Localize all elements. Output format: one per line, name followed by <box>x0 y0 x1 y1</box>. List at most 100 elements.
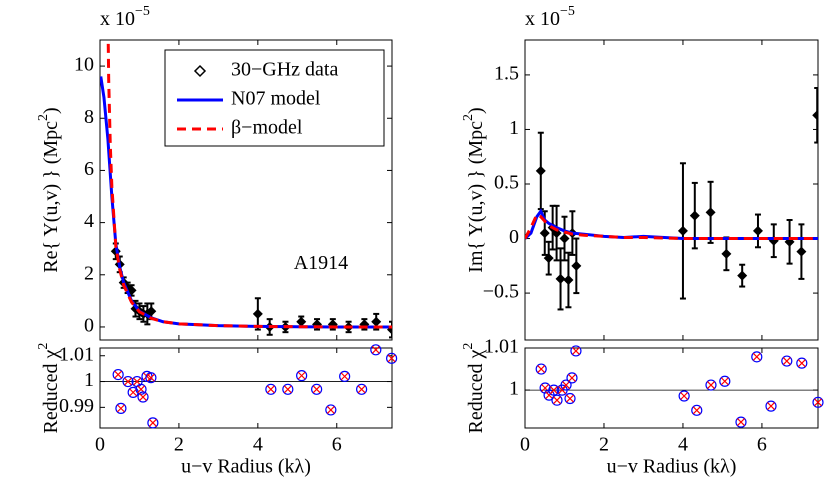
residual-point <box>147 417 159 429</box>
marker-circle <box>719 375 731 387</box>
axis-multiplier: x 10−5 <box>525 4 575 29</box>
y-tick-label: 1 <box>84 369 94 391</box>
marker-cross <box>568 373 576 382</box>
marker-circle <box>812 396 824 408</box>
marker-cross <box>692 406 701 415</box>
y-label-text: Re{ Y(u,v) } (Mpc <box>40 121 62 273</box>
marker-circle <box>560 379 572 391</box>
marker-cross <box>146 373 155 382</box>
marker-circle <box>765 400 777 412</box>
marker-circle <box>145 372 157 384</box>
marker-cross <box>297 371 306 380</box>
y-tick-label: 2 <box>84 262 94 284</box>
residual-point <box>370 344 382 356</box>
y-tick-label: −0.5 <box>483 281 519 303</box>
marker-cross <box>737 418 745 427</box>
x-tick-label: 6 <box>332 434 342 456</box>
residual-point <box>115 402 127 414</box>
marker-cross <box>283 385 292 394</box>
marker-cross <box>114 370 123 379</box>
marker-cross <box>371 345 380 354</box>
x-tick-label: 4 <box>678 434 688 456</box>
marker-circle <box>311 383 323 395</box>
data-point <box>539 228 550 239</box>
residual-point <box>570 345 582 357</box>
marker-cross <box>558 386 567 395</box>
residual-point <box>137 391 149 403</box>
residual-point <box>765 400 777 412</box>
marker-cross <box>562 381 570 389</box>
y-label-sup: 2 <box>36 343 51 350</box>
data-point <box>252 308 263 319</box>
multiplier-exp: −5 <box>135 4 150 19</box>
x-tick-label: 2 <box>174 434 184 456</box>
y-axis-label: Im{ Y(u,v) } (Mpc2) <box>461 107 486 272</box>
x-tick-label: 6 <box>757 434 767 456</box>
plot-area <box>525 87 818 311</box>
y-label-end: ) <box>465 107 487 114</box>
axes-frame <box>524 39 819 341</box>
model-line <box>106 40 392 329</box>
marker-circle <box>781 355 793 367</box>
x-tick-label: 0 <box>95 434 105 456</box>
marker-circle <box>678 390 690 402</box>
marker-cross <box>566 394 574 403</box>
y-tick-label: 1 <box>509 117 519 139</box>
marker-circle <box>137 391 149 403</box>
marker-circle <box>370 344 382 356</box>
x-tick-label: 2 <box>599 434 609 456</box>
model-line <box>525 212 818 241</box>
marker-circle <box>751 351 763 363</box>
y-label-text: Reduced χ <box>40 349 62 433</box>
axes-frame <box>99 347 393 429</box>
marker-cross <box>266 385 275 394</box>
y-tick-label: 1.01 <box>484 336 519 358</box>
marker-cross <box>814 398 822 407</box>
marker-cross <box>148 418 157 427</box>
legend-label: β−model <box>231 117 303 139</box>
data-point <box>571 260 582 271</box>
marker-cross <box>549 386 558 395</box>
marker-circle <box>356 383 368 395</box>
residual-point <box>325 404 337 416</box>
data-point <box>146 306 157 317</box>
data-point <box>371 316 382 327</box>
marker-circle <box>535 363 547 375</box>
residual-point <box>691 404 703 416</box>
y-label-text: Reduced χ <box>465 349 487 433</box>
y-label-sup: 2 <box>461 114 476 121</box>
marker-circle <box>551 394 563 406</box>
y-tick-label: 0.5 <box>494 172 519 194</box>
residual-point <box>735 416 747 428</box>
data-point <box>555 273 566 284</box>
data-point <box>721 248 732 259</box>
marker-circle <box>265 383 277 395</box>
data-point <box>677 225 688 236</box>
legend-label: N07 model <box>231 88 321 110</box>
panel: −0.5 0 0.5 1 1.5 Im{ Y(u,v) } (Mpc2) x 10−5 <box>461 4 819 341</box>
marker-cross <box>572 347 580 355</box>
residual-point <box>112 368 124 381</box>
legend-box <box>164 49 385 147</box>
marker-cross <box>752 352 761 361</box>
marker-cross <box>680 392 689 400</box>
residual-point <box>386 352 398 364</box>
y-label-sup: 2 <box>36 114 51 121</box>
marker-cross <box>139 393 147 401</box>
residual-point <box>551 394 563 406</box>
marker-circle <box>325 404 337 416</box>
marker-circle <box>691 404 703 416</box>
marker-cross <box>312 385 321 394</box>
residual-point <box>781 355 793 367</box>
marker-circle <box>735 416 747 428</box>
residual-point <box>548 384 560 396</box>
marker-cross <box>782 357 791 365</box>
marker-circle <box>796 357 808 369</box>
marker-cross <box>116 404 125 413</box>
marker-cross <box>133 377 142 386</box>
y-tick-label: 10 <box>74 54 94 76</box>
marker-circle <box>705 379 717 391</box>
multiplier-exp: −5 <box>560 4 575 19</box>
